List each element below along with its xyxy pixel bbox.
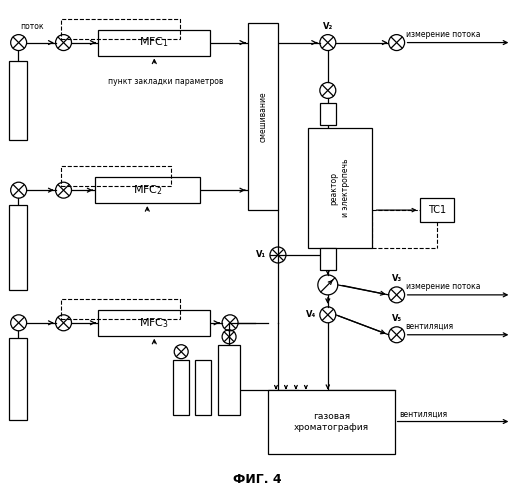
Text: MFC$_2$: MFC$_2$ (133, 184, 163, 197)
Text: реактор
и электропечь: реактор и электропечь (330, 159, 350, 218)
Bar (61, 166, 171, 186)
Text: вентиляция: вентиляция (400, 410, 448, 418)
Bar (308, 128, 372, 248)
Bar (320, 248, 336, 270)
Text: поток: поток (21, 22, 44, 30)
Bar (420, 198, 454, 222)
Bar (320, 104, 336, 126)
Text: MFC$_1$: MFC$_1$ (139, 36, 169, 50)
Bar (98, 310, 210, 336)
Text: ФИГ. 4: ФИГ. 4 (233, 473, 281, 486)
Bar (61, 299, 180, 319)
Text: H₂: H₂ (199, 382, 208, 392)
Text: вентиляция: вентиляция (406, 322, 454, 331)
Text: V₂: V₂ (323, 22, 333, 30)
Text: He: He (13, 373, 22, 384)
Bar (173, 360, 189, 414)
Text: V₅: V₅ (391, 314, 402, 323)
Bar (9, 60, 27, 140)
Bar (61, 18, 180, 38)
Text: O₂: O₂ (13, 242, 22, 252)
Text: пункт закладки параметров: пункт закладки параметров (108, 78, 224, 86)
Bar (248, 22, 278, 210)
Text: He: He (225, 374, 234, 385)
Text: TC1: TC1 (428, 205, 446, 215)
Bar (98, 30, 210, 56)
Text: газовая
хроматография: газовая хроматография (294, 412, 369, 432)
Bar (218, 344, 240, 414)
Text: MFC$_3$: MFC$_3$ (139, 316, 169, 330)
Bar (95, 177, 200, 203)
Bar (268, 390, 394, 454)
Text: V₃: V₃ (391, 274, 402, 283)
Text: смешивание: смешивание (259, 91, 267, 142)
Bar (9, 205, 27, 290)
Text: CH₄: CH₄ (13, 92, 22, 108)
Text: V₄: V₄ (305, 310, 316, 320)
Text: N₂: N₂ (177, 382, 186, 392)
Text: измерение потока: измерение потока (406, 282, 480, 291)
Text: V₁: V₁ (256, 250, 266, 260)
Bar (195, 360, 211, 414)
Bar (9, 338, 27, 419)
Text: измерение потока: измерение потока (406, 30, 480, 38)
